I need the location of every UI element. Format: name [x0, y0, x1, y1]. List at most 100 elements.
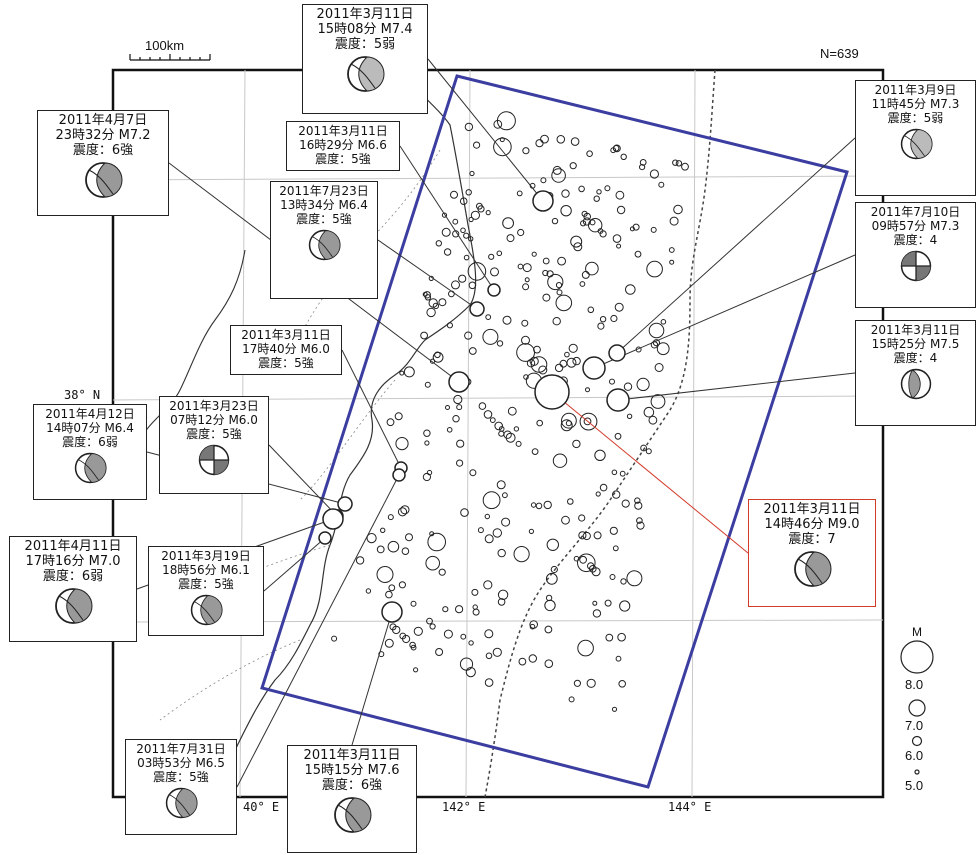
aftershock-circle [432, 302, 440, 310]
aftershock-circle [625, 284, 636, 295]
aftershock-circle [581, 210, 588, 217]
aftershock-circle [578, 514, 586, 522]
aftershock-circle [483, 410, 493, 419]
aftershock-circle [434, 351, 441, 359]
aftershock-circle [551, 217, 559, 225]
aftershock-circle [518, 657, 527, 666]
aftershock-circle [484, 678, 494, 687]
major-epicenter [318, 531, 332, 545]
event-date: 2011年4月11日 [24, 539, 122, 554]
aftershock-circle [592, 600, 598, 606]
aftershock-circle [552, 165, 562, 175]
aftershock-circle [435, 240, 442, 247]
aftershock-circle [561, 412, 577, 429]
event-intensity: 震度：5弱 [334, 37, 396, 52]
analysis-region [260, 74, 849, 789]
aftershock-circle [560, 205, 572, 217]
focal-mechanism-icon [55, 588, 93, 624]
aftershock-circle [555, 282, 563, 289]
lon-label-142: 142° E [442, 800, 486, 814]
event-label: 2011年3月9日 11時45分 M7.3 震度：5弱 [855, 80, 976, 196]
aftershock-circle [593, 531, 602, 540]
aftershock-circle [623, 382, 633, 391]
leader-line [377, 239, 478, 310]
major-epicenter [608, 344, 626, 362]
aftershock-circle [483, 580, 493, 590]
event-date: 2011年4月7日 [58, 113, 148, 128]
aftershock-circle [386, 418, 395, 427]
aftershock-circle [422, 472, 431, 482]
event-label: 2011年3月11日 15時25分 M7.5 震度：4 [855, 320, 976, 426]
aftershock-circle [468, 281, 477, 290]
aftershock-circle [441, 227, 451, 237]
aftershock-circle [542, 293, 551, 302]
aftershock-circle [579, 412, 598, 431]
aftershock-circle [544, 625, 553, 634]
event-intensity: 震度：6弱 [62, 435, 118, 449]
aftershock-circle [566, 357, 577, 368]
major-epicenter [582, 356, 606, 380]
aftershock-circle [503, 430, 512, 439]
aftershock-circle [507, 406, 517, 416]
aftershock-circle [387, 514, 394, 521]
aftershock-circle [522, 283, 530, 291]
aftershock-circle [620, 578, 627, 585]
aftershock-circle [426, 469, 433, 476]
aftershock-circle [609, 526, 618, 535]
coastline [214, 69, 477, 798]
leader-line [399, 145, 495, 291]
aftershock-circle [582, 531, 591, 541]
aftershock-circle [424, 440, 430, 446]
aftershock-circle [673, 204, 683, 215]
leader-line [593, 254, 856, 369]
event-label: 2011年3月19日 18時56分 M6.1 震度：5強 [148, 546, 264, 636]
aftershock-circle [596, 189, 602, 195]
aftershock-circle [489, 417, 496, 424]
aftershock-circle [445, 405, 450, 410]
aftershock-circle [446, 322, 453, 329]
aftershock-circle [452, 218, 459, 225]
event-time-mag: 23時32分 M7.2 [55, 128, 151, 143]
aftershock-circle [485, 210, 491, 216]
aftershock-circle [531, 448, 539, 456]
major-epicenter [606, 388, 630, 412]
focal-mechanism-icon [347, 56, 385, 92]
aftershock-circle [609, 378, 615, 385]
aftershock-circle [529, 356, 539, 366]
aftershock-circle [423, 429, 431, 437]
aftershock-circle [614, 302, 624, 312]
event-date: 2011年3月11日 [298, 124, 388, 138]
event-date: 2011年7月31日 [136, 742, 226, 756]
aftershock-circle [612, 490, 621, 499]
aftershock-circle [496, 340, 504, 347]
aftershock-circle [468, 640, 474, 646]
event-label: 2011年3月23日 07時12分 M6.0 震度：5強 [159, 396, 269, 494]
aftershock-circle [499, 137, 505, 143]
major-epicenters [318, 190, 630, 623]
aftershock-circle [485, 652, 493, 660]
aftershock-circle [540, 134, 549, 144]
aftershock-circle [567, 498, 574, 505]
aftershock-circle [654, 363, 664, 372]
leader-line [268, 444, 338, 517]
aftershock-circle [484, 534, 494, 544]
aftershock-circle [570, 137, 580, 146]
event-time-mag: 11時45分 M7.3 [871, 97, 960, 111]
aftershock-circle [639, 164, 646, 171]
aftershock-circle [478, 402, 487, 410]
aftershock-circle [634, 250, 642, 258]
aftershock-circle [544, 659, 554, 669]
aftershock-circle [619, 600, 631, 612]
aftershock-circle [636, 377, 650, 391]
aftershock-circle [579, 281, 586, 287]
aftershock-circle [604, 599, 612, 607]
aftershock-circle [465, 189, 472, 196]
aftershock-circle [468, 236, 474, 242]
aftershock-circle [428, 298, 438, 308]
aftershock-circle [506, 234, 515, 243]
legend-circle-8 [900, 640, 934, 674]
aftershock-circle [427, 532, 447, 552]
aftershock-circle [502, 492, 508, 499]
aftershock-circle [578, 531, 587, 540]
aftershock-circle [378, 651, 385, 658]
